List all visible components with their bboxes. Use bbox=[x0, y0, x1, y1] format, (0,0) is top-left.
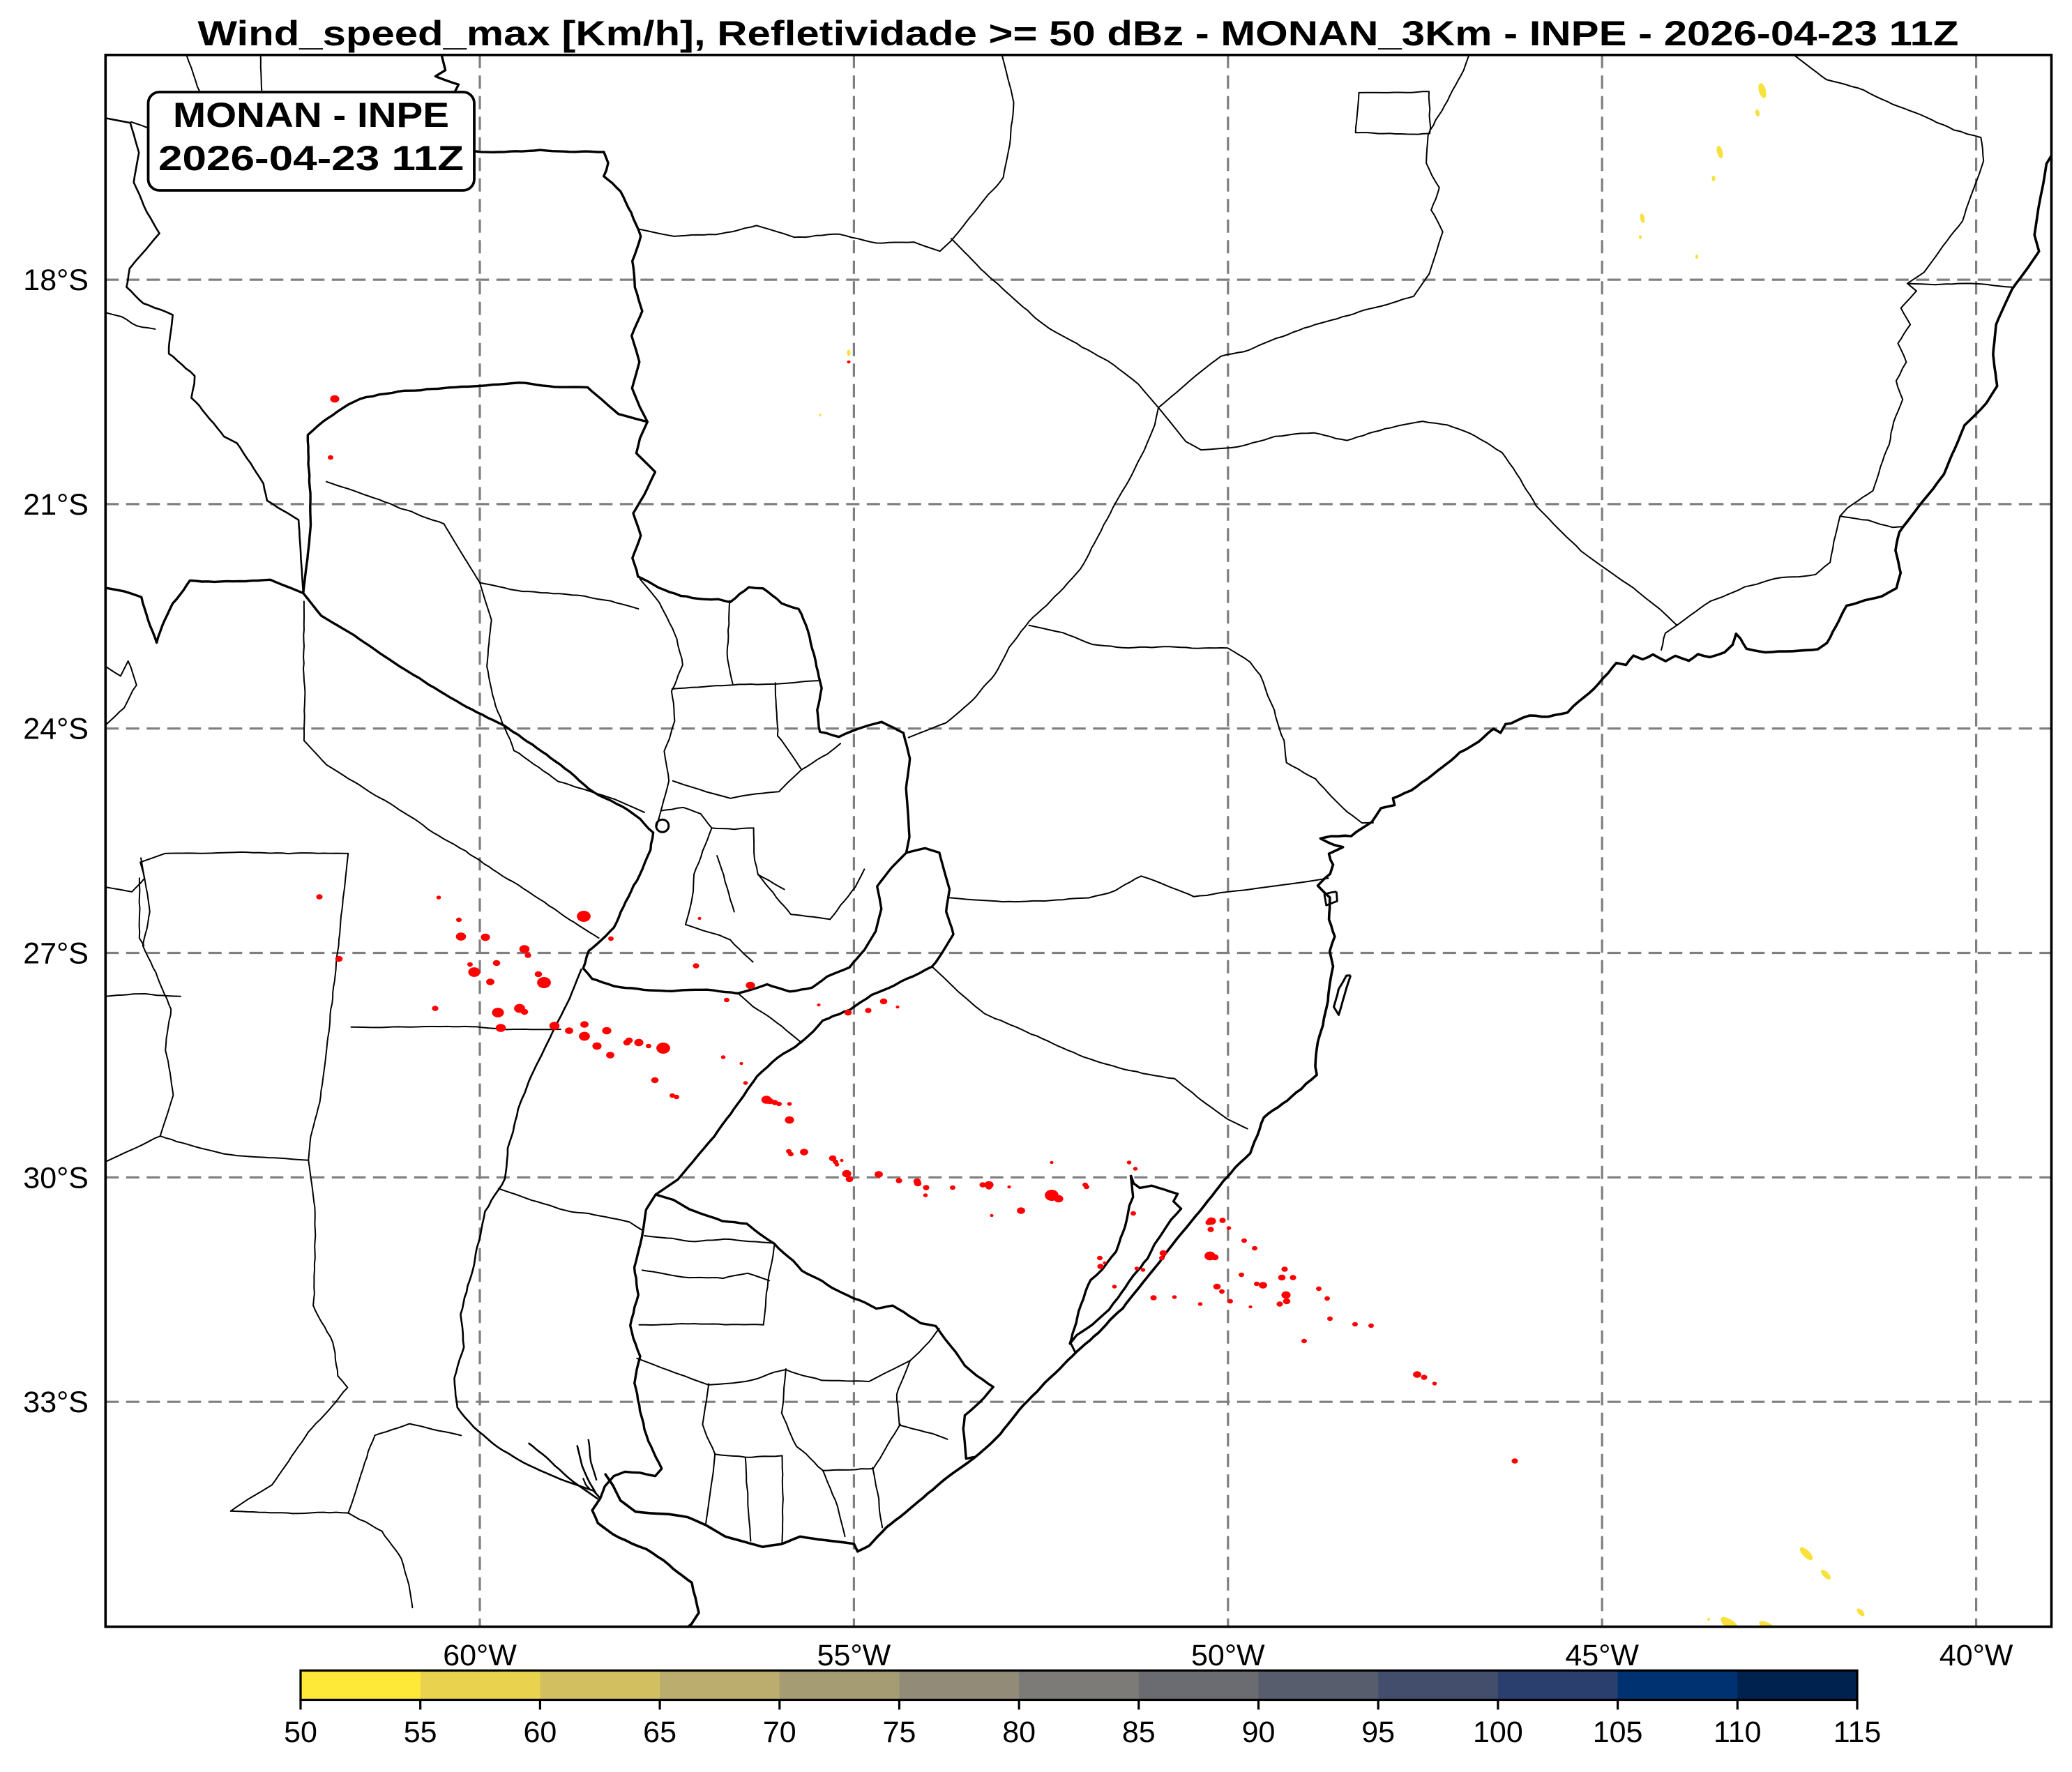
svg-text:75: 75 bbox=[883, 1716, 916, 1749]
svg-text:45°W: 45°W bbox=[1565, 1639, 1639, 1672]
svg-text:Wind_speed_max [Km/h], Refleti: Wind_speed_max [Km/h], Refletividade >= … bbox=[198, 14, 1959, 53]
svg-text:21°S: 21°S bbox=[23, 488, 89, 522]
svg-text:55: 55 bbox=[404, 1716, 437, 1749]
svg-text:30°S: 30°S bbox=[23, 1161, 89, 1195]
svg-text:90: 90 bbox=[1242, 1716, 1276, 1749]
svg-text:105: 105 bbox=[1593, 1716, 1643, 1749]
svg-text:60°W: 60°W bbox=[443, 1639, 517, 1672]
svg-text:110: 110 bbox=[1714, 1716, 1762, 1749]
svg-text:70: 70 bbox=[763, 1716, 796, 1749]
svg-text:24°S: 24°S bbox=[23, 713, 89, 746]
svg-text:40°W: 40°W bbox=[1939, 1639, 2013, 1672]
svg-text:95: 95 bbox=[1361, 1716, 1395, 1749]
svg-text:100: 100 bbox=[1473, 1716, 1523, 1749]
svg-text:85: 85 bbox=[1122, 1716, 1156, 1749]
svg-text:115: 115 bbox=[1833, 1716, 1882, 1749]
svg-text:80: 80 bbox=[1002, 1716, 1036, 1749]
svg-text:50: 50 bbox=[284, 1716, 317, 1749]
svg-text:MONAN - INPE: MONAN - INPE bbox=[173, 96, 449, 135]
svg-text:18°S: 18°S bbox=[23, 264, 89, 297]
svg-text:50°W: 50°W bbox=[1191, 1639, 1265, 1672]
svg-text:65: 65 bbox=[643, 1716, 676, 1749]
svg-text:2026-04-23 11Z: 2026-04-23 11Z bbox=[158, 139, 464, 178]
svg-text:33°S: 33°S bbox=[23, 1386, 89, 1419]
svg-text:27°S: 27°S bbox=[23, 937, 89, 971]
svg-text:55°W: 55°W bbox=[817, 1639, 891, 1672]
svg-text:60: 60 bbox=[523, 1716, 557, 1749]
